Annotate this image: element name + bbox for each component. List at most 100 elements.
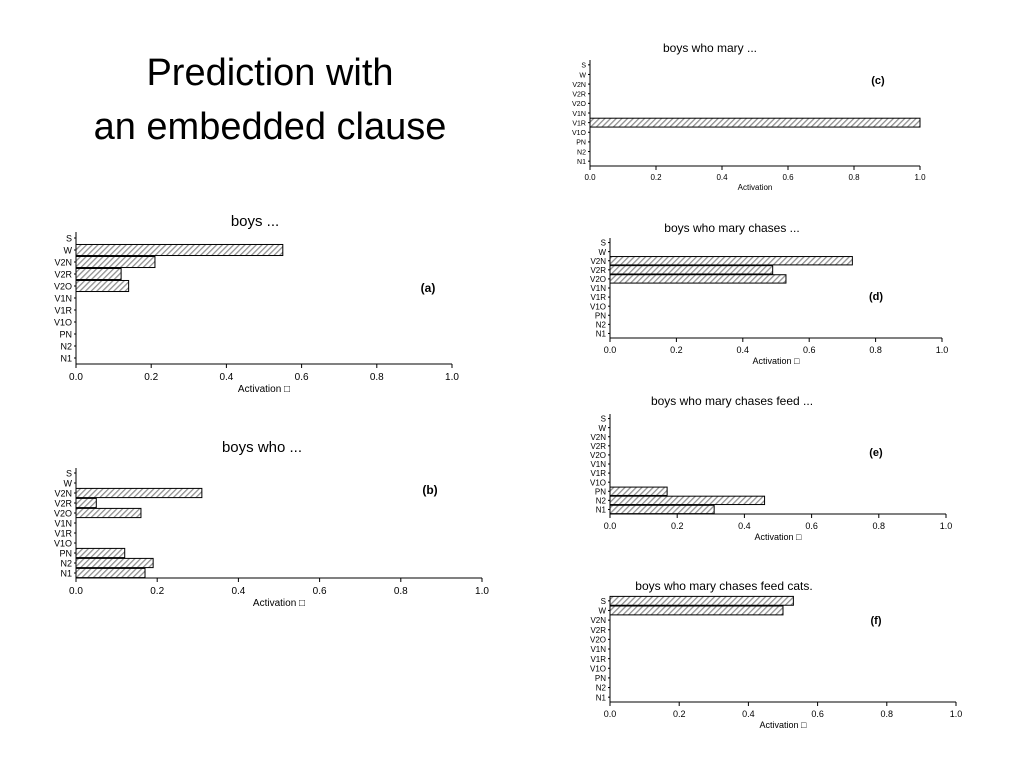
chart-panel-e: boys who mary chases feed ... (e) SWV2NV2R… — [590, 394, 953, 542]
bar-n2 — [609, 495, 766, 506]
slide-title-line-2: an embedded clause — [93, 106, 447, 148]
y-tick-label: V2O — [572, 101, 587, 108]
x-tick-label: 1.0 — [940, 521, 953, 531]
bar-w — [75, 243, 284, 257]
x-tick-label: 0.8 — [848, 173, 860, 182]
y-tick-label: V2R — [54, 499, 72, 509]
y-tick-label: V2O — [54, 282, 72, 292]
y-tick-label: W — [598, 424, 606, 433]
chart-title: boys who mary chases ... — [664, 221, 799, 235]
x-tick-label: 1.0 — [475, 586, 489, 597]
bar-v2n — [609, 256, 853, 266]
x-tick-label: 0.2 — [150, 586, 164, 597]
y-tick-label: V2R — [590, 266, 606, 275]
y-tick-label: N2 — [60, 342, 72, 352]
y-tick-label: N2 — [60, 559, 72, 569]
y-tick-label: W — [598, 607, 606, 616]
x-tick-label: 0.4 — [742, 709, 755, 719]
x-tick-label: 0.6 — [782, 173, 794, 182]
y-tick-label: V2O — [590, 636, 606, 645]
y-tick-label: V1R — [590, 293, 606, 302]
x-axis-label: Activation □ — [753, 356, 801, 366]
x-tick-label: 0.4 — [716, 173, 728, 182]
x-tick-label: 0.6 — [803, 345, 816, 355]
x-tick-label: 0.4 — [737, 345, 750, 355]
bar-v2n — [75, 255, 156, 269]
x-axis-label: Activation □ — [238, 384, 290, 395]
y-tick-label: PN — [595, 674, 606, 683]
chart-title: boys ... — [231, 213, 279, 230]
x-tick-label: 0.0 — [584, 173, 596, 182]
y-tick-label: V1R — [590, 655, 606, 664]
x-tick-label: 0.4 — [219, 372, 233, 383]
y-tick-label: N1 — [596, 693, 607, 702]
x-tick-label: 0.0 — [604, 521, 617, 531]
x-tick-label: 0.8 — [881, 709, 894, 719]
bar-v2n — [75, 487, 203, 499]
bar-v2r — [75, 267, 122, 281]
bar-v2r — [609, 265, 774, 275]
y-tick-label: V1R — [54, 306, 72, 316]
y-tick-label: S — [581, 63, 586, 70]
panel-label: (b) — [422, 483, 437, 497]
y-tick-label: V2R — [572, 92, 586, 99]
y-tick-label: N2 — [577, 149, 586, 156]
y-tick-label: PN — [59, 330, 72, 340]
chart-panel-c: boys who mary ... (c) SW V2N V2R V2O V1N V1R V1O… — [572, 41, 926, 192]
y-tick-label: V2N — [572, 82, 586, 89]
chart-title: boys who mary chases feed ... — [651, 394, 813, 408]
panel-label: (c) — [871, 75, 885, 87]
y-tick-label: W — [64, 246, 73, 256]
x-tick-label: 1.0 — [445, 372, 459, 383]
bar-s — [609, 595, 794, 606]
bar-n1 — [609, 504, 715, 515]
y-tick-label: V2R — [590, 442, 606, 451]
y-tick-label: S — [601, 415, 606, 424]
y-tick-label: V1N — [590, 645, 606, 654]
y-tick-label: V1R — [54, 529, 72, 539]
x-tick-label: 0.2 — [650, 173, 662, 182]
bar-v2o — [75, 507, 142, 519]
panel-label: (d) — [869, 291, 883, 303]
x-tick-label: 0.8 — [873, 521, 886, 531]
y-tick-label: N1 — [596, 330, 607, 339]
y-tick-label: V2N — [54, 258, 72, 268]
y-tick-label: V2N — [590, 433, 606, 442]
bar-w — [609, 605, 784, 616]
y-tick-label: V1N — [590, 284, 606, 293]
bar-pn — [75, 547, 126, 559]
x-tick-label: 0.6 — [811, 709, 824, 719]
chart-panel-b: boys who ... (b) SWV2NV2RV2OV1NV1RV1OPNN2N… — [54, 439, 489, 609]
bar-pn — [609, 486, 668, 496]
x-axis-label: Activation □ — [253, 598, 305, 609]
x-tick-label: 0.2 — [670, 345, 683, 355]
chart-title: boys who ... — [222, 439, 302, 456]
y-tick-label: V2N — [590, 257, 606, 266]
chart-panel-f: boys who mary chases feed cats.(f)SWV2NV… — [590, 579, 962, 730]
chart-title: boys who mary ... — [663, 41, 757, 55]
y-tick-label: V2O — [590, 275, 606, 284]
y-tick-label: N2 — [596, 497, 607, 506]
panel-label: (a) — [421, 281, 436, 295]
y-tick-label: S — [66, 469, 72, 479]
y-tick-label: V1N — [572, 111, 586, 118]
x-tick-label: 0.0 — [604, 345, 617, 355]
x-tick-label: 0.6 — [295, 372, 309, 383]
panel-label: (e) — [869, 447, 883, 459]
y-tick-label: N1 — [577, 159, 586, 166]
y-tick-label: V1O — [590, 302, 606, 311]
chart-panel-a: boys ... (a) SW V2N V2R V2O V1N V1R V1O PN N2 N1 0.0… — [54, 213, 459, 395]
x-tick-label: 0.2 — [673, 709, 686, 719]
y-tick-label: N2 — [596, 684, 607, 693]
y-tick-label: PN — [59, 549, 72, 559]
y-tick-label: V1O — [590, 664, 606, 673]
x-tick-label: 0.0 — [69, 372, 83, 383]
y-tick-label: V1O — [590, 478, 606, 487]
y-tick-label: N1 — [60, 569, 72, 579]
bar-v2r — [75, 497, 97, 509]
y-tick-label: S — [601, 597, 606, 606]
x-tick-label: 0.6 — [805, 521, 818, 531]
chart-panel-d: boys who mary chases ...(d)SWV2NV2RV2OV1… — [590, 221, 948, 366]
x-tick-label: 0.8 — [869, 345, 882, 355]
y-tick-label: N1 — [596, 506, 607, 515]
